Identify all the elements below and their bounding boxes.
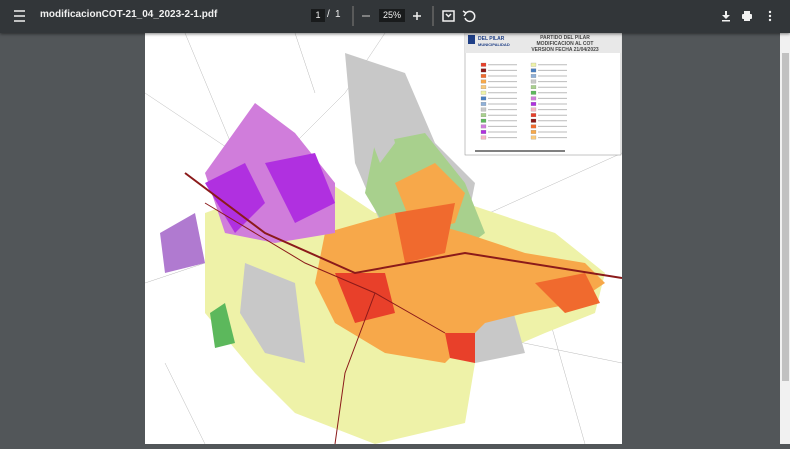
zoom-input[interactable]: 25% <box>379 9 405 22</box>
legend-swatch <box>480 135 487 140</box>
legend-swatch <box>530 135 537 140</box>
legend-swatch <box>480 96 487 101</box>
page-separator: / <box>327 9 330 20</box>
railway <box>204 202 446 334</box>
zone-center <box>335 273 395 323</box>
legend-swatch <box>480 124 487 129</box>
map-title: PARTIDO DEL PILAR <box>540 35 590 41</box>
logo-subtitle: MUNICIPALIDAD <box>478 42 510 47</box>
page-total: 1 <box>335 9 341 20</box>
zone-gray <box>365 103 395 163</box>
more-button[interactable] <box>768 10 772 22</box>
download-button[interactable] <box>722 11 730 22</box>
legend-swatch <box>530 118 537 123</box>
toolbar: modificacionCOT-21_04_2023-2-1.pdf 1 / 1… <box>0 0 790 33</box>
page-input[interactable]: 1 <box>311 9 325 22</box>
legend-swatch <box>530 107 537 112</box>
legend-swatch <box>530 96 537 101</box>
zone-commercial <box>315 213 605 363</box>
route <box>334 292 376 445</box>
fit-page-button[interactable] <box>442 10 455 22</box>
legend-swatch <box>530 62 537 67</box>
legend-swatch <box>530 130 537 134</box>
legend-swatch <box>530 79 537 84</box>
zone-gray <box>240 263 305 363</box>
legend-swatch <box>530 85 537 90</box>
highway <box>184 172 623 279</box>
legend-swatch <box>480 85 487 90</box>
zone-purple-dark <box>205 163 265 233</box>
logo-title: DEL PILAR <box>478 36 505 42</box>
print-button[interactable] <box>742 11 752 21</box>
pdf-page: DEL PILAR MUNICIPALIDAD PARTIDO DEL PILA… <box>144 32 623 445</box>
menu-button[interactable] <box>14 10 25 22</box>
zone-center <box>395 203 455 263</box>
zoom-in-button[interactable] <box>413 12 421 20</box>
legend-box: DEL PILAR MUNICIPALIDAD PARTIDO DEL PILA… <box>464 32 622 156</box>
legend-swatch <box>480 113 487 118</box>
legend-swatch <box>530 113 537 118</box>
zone-green <box>210 303 235 348</box>
map: DEL PILAR MUNICIPALIDAD PARTIDO DEL PILA… <box>144 32 623 445</box>
scrollbar-thumb[interactable] <box>782 53 789 381</box>
legend-swatch <box>480 62 487 67</box>
legend-swatch <box>530 124 537 129</box>
rotate-button[interactable] <box>462 10 476 23</box>
map-title: MODIFICACION AL COT <box>537 41 594 47</box>
legend-swatch <box>530 68 537 73</box>
toolbar-icons <box>14 6 772 26</box>
legend-swatch <box>480 118 487 123</box>
legend-swatch <box>480 130 487 134</box>
zone-center <box>445 333 475 363</box>
legend-swatch <box>480 90 487 95</box>
legend-swatch <box>480 74 487 78</box>
zone-center <box>535 273 600 313</box>
legend-swatch <box>480 107 487 112</box>
file-name: modificacionCOT-21_04_2023-2-1.pdf <box>40 9 218 20</box>
zone-purple <box>160 213 205 273</box>
zone-purple-dark <box>265 153 335 223</box>
legend-swatch <box>530 102 537 106</box>
legend-swatch <box>530 74 537 78</box>
legend-swatch <box>480 79 487 84</box>
legend-swatch <box>530 90 537 95</box>
legend-swatch <box>480 68 487 73</box>
legend-swatch <box>480 102 487 106</box>
map-title: VERSION FECHA 21/04/2023 <box>531 47 599 53</box>
